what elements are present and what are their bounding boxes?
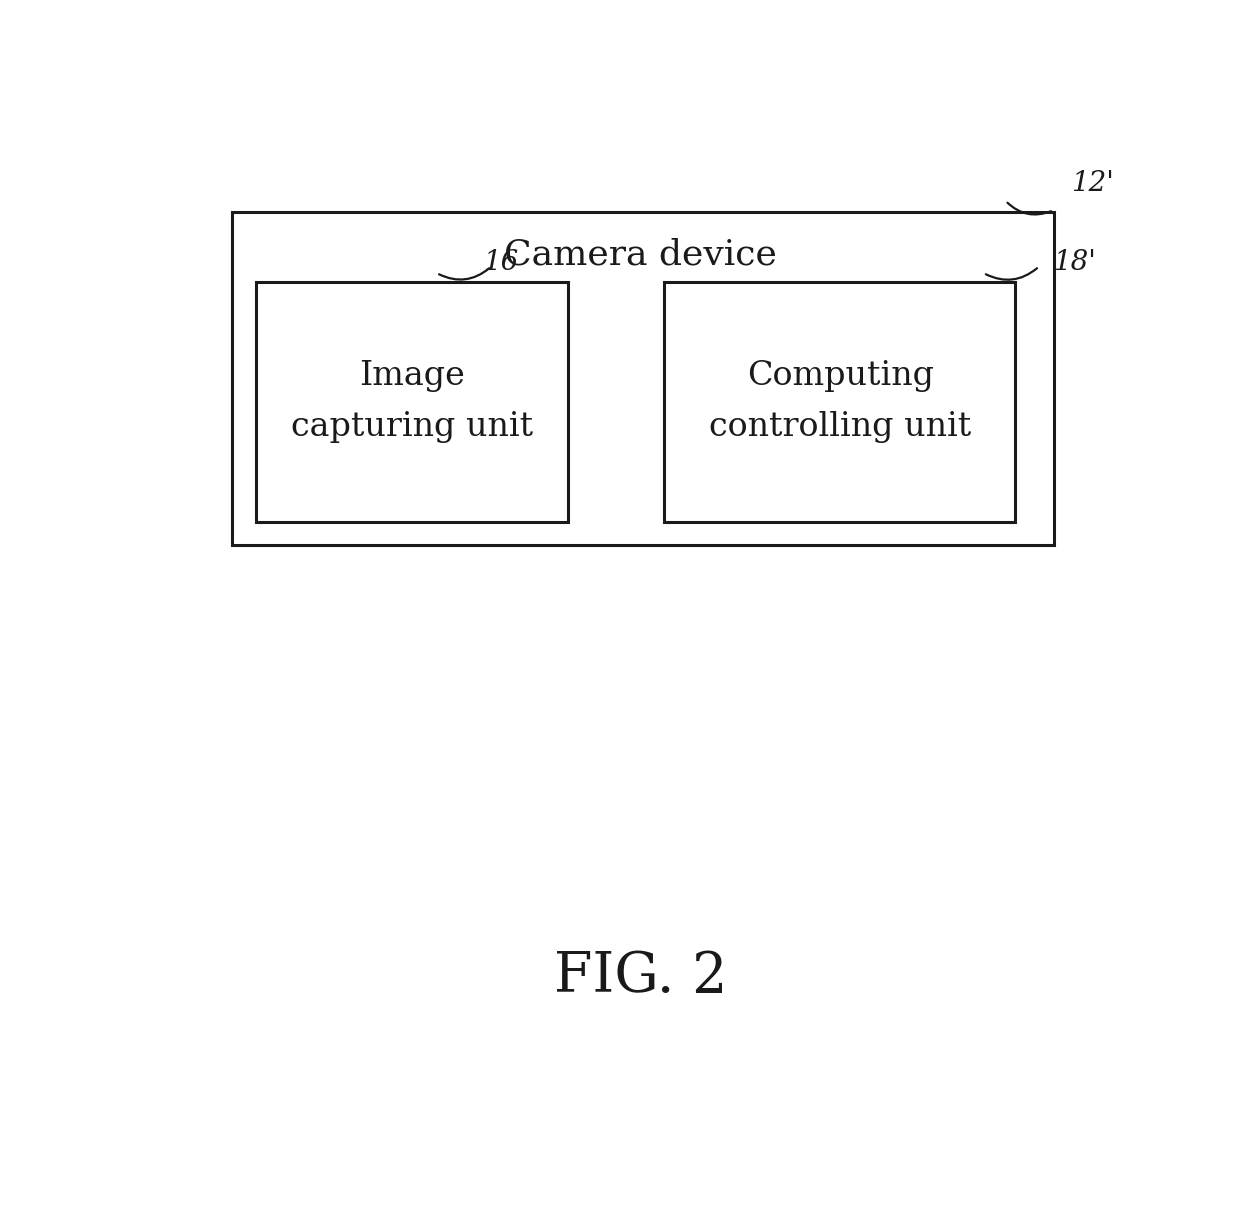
Text: controlling unit: controlling unit	[709, 411, 971, 442]
Bar	[255, 283, 568, 522]
Text: FIG. 2: FIG. 2	[553, 950, 727, 1004]
Text: 18': 18'	[1054, 249, 1096, 277]
Text: 16: 16	[484, 249, 518, 277]
Text: Computing: Computing	[746, 361, 934, 393]
Bar	[232, 212, 1054, 545]
Text: capturing unit: capturing unit	[291, 411, 533, 442]
Text: 12': 12'	[1071, 171, 1114, 197]
Text: Camera device: Camera device	[503, 238, 776, 271]
Bar	[665, 283, 1016, 522]
Text: Image: Image	[360, 361, 465, 393]
